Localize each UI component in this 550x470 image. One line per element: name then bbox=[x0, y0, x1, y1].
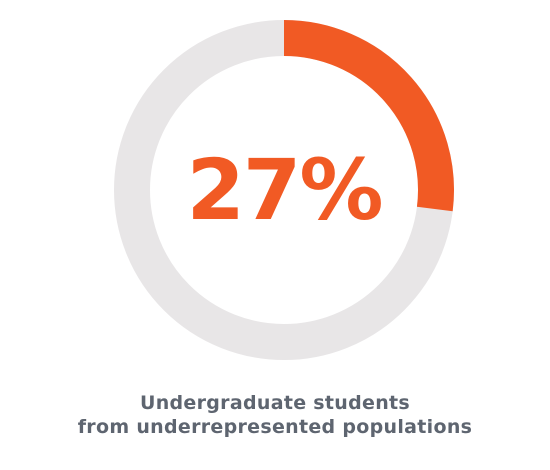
donut-value-label: 27% bbox=[186, 141, 381, 239]
caption-line-2: from underrepresented populations bbox=[77, 416, 473, 438]
donut-slice-value bbox=[283, 20, 454, 212]
caption-line-1: Undergraduate students bbox=[139, 392, 411, 414]
